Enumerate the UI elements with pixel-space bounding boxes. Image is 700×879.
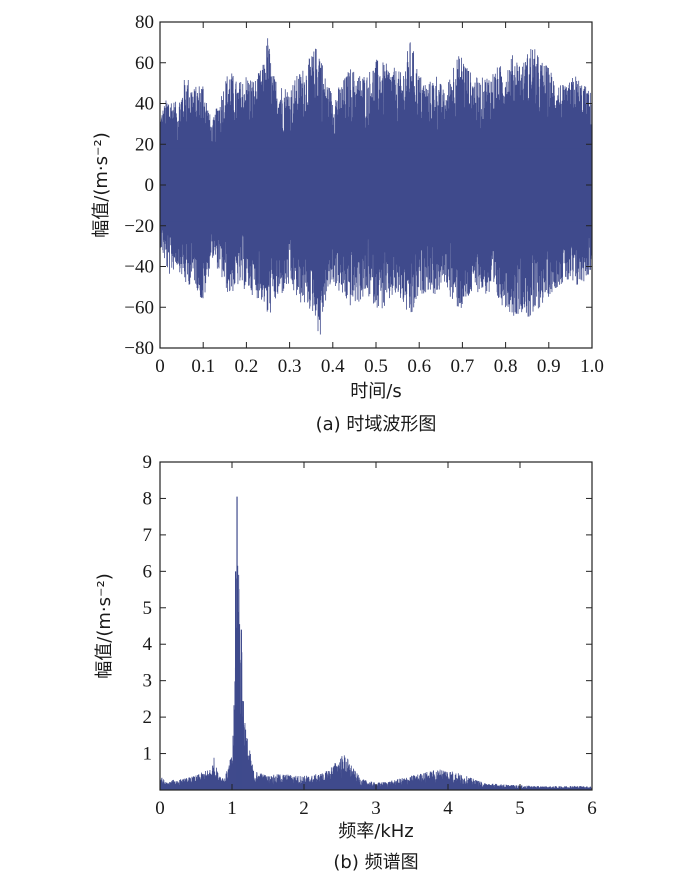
time-waveform-core: [160, 148, 592, 222]
spectrum-trace: [159, 496, 593, 791]
spectrum-x-ticks: 0 1 2 3 4 5 6: [155, 462, 597, 819]
x-tick-label: 3: [371, 798, 381, 819]
x-tick-label: 1.0: [580, 356, 604, 377]
time-domain-chart: 0 0.1 0.2 0.3 0.4 0.5 0.6 0.7 0.8 0.9 1.0 80 60 40 20…: [91, 12, 604, 435]
y-tick-label: 20: [135, 134, 154, 155]
spectrum-y-axis-title: 幅值/(m·s⁻²): [94, 573, 115, 678]
x-tick-label: 4: [443, 798, 453, 819]
y-tick-label: 5: [143, 598, 153, 619]
spectrum-x-axis-title: 频率/kHz: [338, 821, 413, 842]
spectrum-chart: 0 1 2 3 4 5 6 9 8 7 6 5 4 3 2 1 频率/kHz 幅值/(m·s⁻²) (b) …: [94, 452, 597, 873]
x-tick-label: 0.6: [407, 356, 431, 377]
x-tick-label: 5: [515, 798, 525, 819]
y-tick-label: −40: [124, 257, 154, 278]
time-x-ticks: 0 0.1 0.2 0.3 0.4 0.5 0.6 0.7 0.8 0.9 1.0: [155, 22, 604, 377]
spectrum-chart-caption: (b) 频谱图: [333, 852, 418, 873]
time-x-axis-title: 时间/s: [350, 381, 401, 402]
x-tick-label: 6: [587, 798, 597, 819]
x-tick-label: 0.5: [364, 356, 388, 377]
x-tick-label: 0.9: [537, 356, 561, 377]
time-y-axis-title: 幅值/(m·s⁻²): [91, 132, 112, 237]
x-tick-label: 0: [155, 798, 165, 819]
y-tick-label: −20: [124, 216, 154, 237]
y-tick-label: 2: [143, 707, 153, 728]
spectrum-line: [159, 565, 593, 791]
y-tick-label: 3: [143, 671, 153, 692]
x-tick-label: 0.7: [451, 356, 475, 377]
y-tick-label: 7: [143, 525, 153, 546]
y-tick-label: −60: [124, 297, 154, 318]
y-tick-label: 4: [143, 634, 153, 655]
time-chart-caption: (a) 时域波形图: [316, 414, 437, 435]
x-tick-label: 0.3: [278, 356, 302, 377]
x-tick-label: 0.1: [191, 356, 215, 377]
x-tick-label: 1: [227, 798, 237, 819]
y-tick-label: 0: [145, 175, 155, 196]
time-y-ticks: 80 60 40 20 0 −20 −40 −60 −80: [124, 12, 592, 359]
y-tick-label: 9: [143, 452, 153, 473]
y-tick-label: 80: [135, 12, 154, 33]
y-tick-label: 60: [135, 53, 154, 74]
y-tick-label: 40: [135, 94, 154, 115]
x-tick-label: 0.4: [321, 356, 345, 377]
x-tick-label: 2: [299, 798, 309, 819]
y-tick-label: 6: [143, 561, 153, 582]
time-waveform-trace: [159, 38, 593, 335]
spectrum-plot-frame: [159, 461, 593, 791]
y-tick-label: −80: [124, 338, 154, 359]
spectrum-y-ticks: 9 8 7 6 5 4 3 2 1: [143, 452, 592, 765]
x-tick-label: 0: [155, 356, 165, 377]
y-tick-label: 8: [143, 488, 153, 509]
x-tick-label: 0.2: [235, 356, 259, 377]
x-tick-label: 0.8: [494, 356, 518, 377]
y-tick-label: 1: [143, 744, 153, 765]
